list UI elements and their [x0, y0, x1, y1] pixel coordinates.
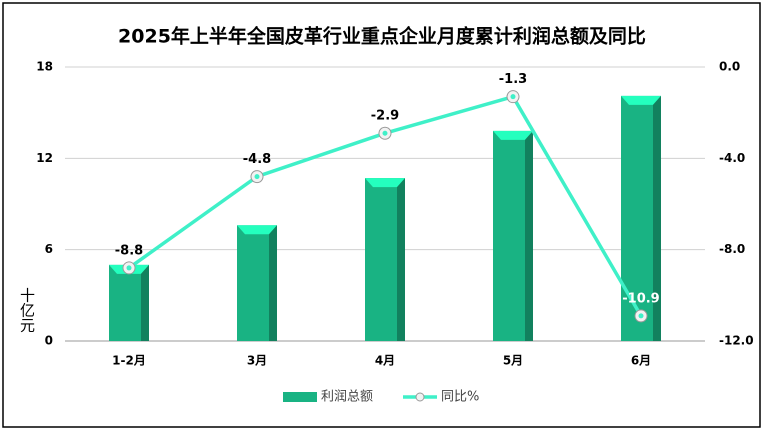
- y-tick-label: 18: [36, 60, 53, 74]
- y-tick-label: 0: [45, 334, 53, 348]
- data-label: -4.8: [243, 152, 271, 167]
- y2-tick-label: -4.0: [719, 151, 745, 165]
- y-tick-label: 12: [36, 151, 53, 165]
- data-label: -2.9: [371, 109, 399, 124]
- bar-bevel-side: [141, 264, 149, 341]
- bar-bevel-top: [365, 178, 405, 188]
- line-marker-dot: [382, 130, 388, 136]
- data-label: -1.3: [499, 72, 527, 87]
- x-tick-label: 1-2月: [112, 354, 146, 368]
- legend-label: 同比%: [441, 390, 479, 405]
- data-label: -8.8: [115, 243, 143, 258]
- line-marker-dot: [638, 313, 644, 319]
- line-marker-dot: [126, 265, 132, 271]
- bar-bevel-top: [493, 130, 533, 140]
- x-tick-label: 5月: [503, 354, 523, 368]
- legend-label: 利润总额: [321, 390, 373, 405]
- data-label: -10.9: [622, 291, 659, 306]
- chart-title: 2025年上半年全国皮革行业重点企业月度累计利润总额及同比: [118, 25, 646, 48]
- bar-bevel-top: [621, 95, 661, 105]
- bar-bevel-top: [237, 225, 277, 235]
- y-tick-label: 6: [45, 242, 53, 256]
- bar-bevel-side: [397, 178, 405, 341]
- bar-bevel-side: [653, 95, 661, 341]
- line-marker-dot: [510, 94, 516, 100]
- bar-bevel-side: [269, 225, 277, 341]
- x-tick-label: 3月: [247, 354, 267, 368]
- x-tick-label: 4月: [375, 354, 395, 368]
- legend-marker: [415, 392, 425, 402]
- y-axis-label: 十亿元: [18, 288, 36, 334]
- legend-swatch: [283, 392, 317, 402]
- line-marker-dot: [254, 174, 260, 180]
- y2-tick-label: -12.0: [719, 334, 754, 348]
- bar-bevel-side: [525, 130, 533, 341]
- x-tick-label: 6月: [631, 354, 651, 368]
- y2-tick-label: -8.0: [719, 242, 745, 256]
- y2-tick-label: 0.0: [719, 60, 740, 74]
